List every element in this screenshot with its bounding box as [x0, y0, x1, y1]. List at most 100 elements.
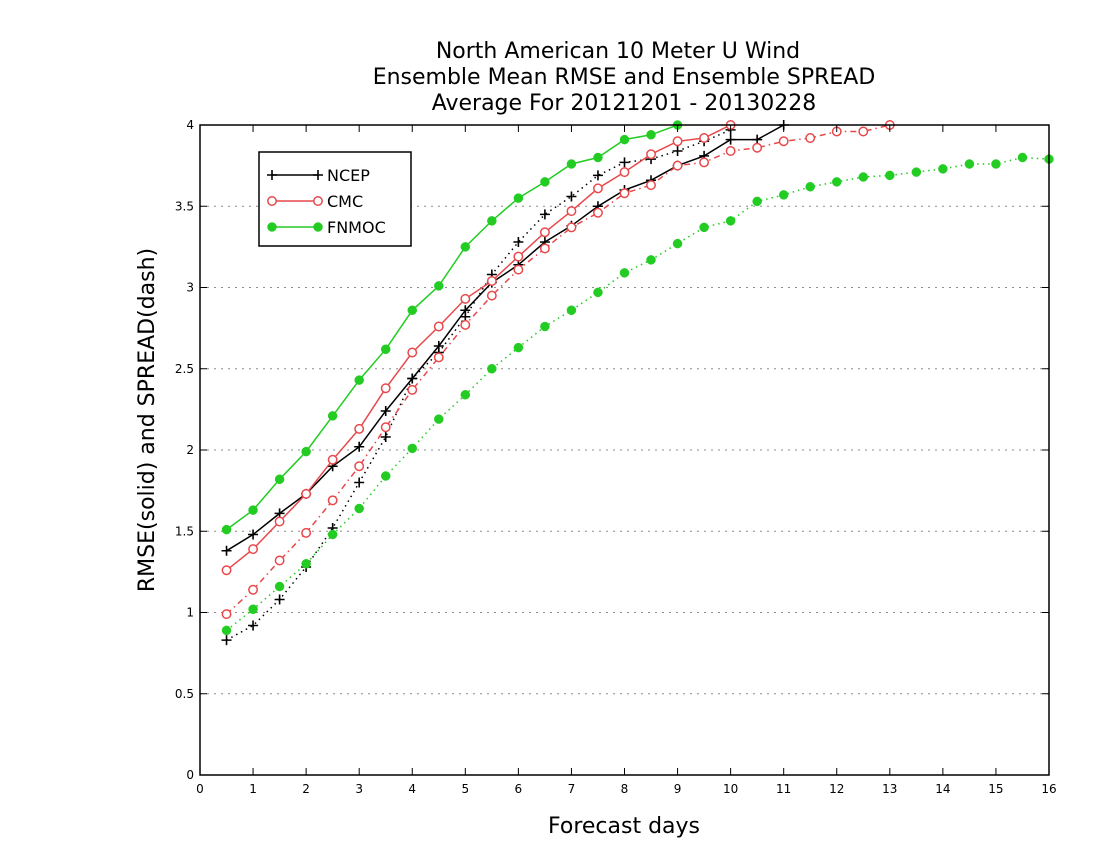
data-point-fnmoc-rmse	[380, 344, 391, 354]
data-point-cmc-spread	[460, 319, 471, 330]
data-point-ncep-spread	[566, 191, 577, 202]
data-point-cmc-spread	[354, 461, 365, 472]
data-point-cmc-spread	[619, 188, 630, 199]
y-tick-label: 3.5	[175, 199, 194, 213]
data-point-ncep-spread	[672, 146, 683, 156]
data-point-fnmoc-spread	[1017, 152, 1028, 163]
data-point-fnmoc-spread	[699, 222, 709, 233]
data-point-fnmoc-rmse	[327, 411, 338, 421]
x-tick-label: 2	[302, 782, 310, 796]
data-point-cmc-spread	[752, 142, 763, 153]
data-point-ncep-spread	[380, 432, 391, 442]
data-point-fnmoc-spread	[221, 625, 232, 636]
legend-label: FNMOC	[327, 218, 386, 237]
data-point-cmc-rmse	[699, 133, 710, 143]
legend-marker	[267, 196, 277, 206]
data-point-cmc-rmse	[327, 454, 338, 465]
series-line-fnmoc-rmse	[226, 124, 678, 531]
x-tick-label: 7	[568, 782, 576, 796]
y-tick-label: 0	[186, 768, 194, 782]
data-point-ncep-spread	[619, 157, 630, 168]
data-point-fnmoc-spread	[566, 305, 577, 315]
data-point-cmc-rmse	[619, 167, 630, 178]
y-tick-label: 1.5	[175, 524, 194, 538]
data-point-fnmoc-spread	[301, 559, 311, 569]
data-point-cmc-spread	[380, 422, 391, 433]
plot-frame	[199, 124, 1050, 776]
y-axis: 0 0.5 1 1.5 2 2.5 3 3.5 4	[175, 118, 1049, 782]
legend-label: CMC	[327, 192, 363, 211]
data-point-fnmoc-rmse	[407, 305, 417, 315]
data-point-fnmoc-spread	[274, 581, 285, 592]
legend-box	[258, 151, 412, 247]
title-line-3: Average For 20121201 - 20130228	[432, 91, 817, 116]
y-tick-label: 2	[186, 443, 194, 457]
data-point-fnmoc-rmse	[354, 375, 364, 385]
x-tick-label: 0	[196, 782, 204, 796]
y-tick-label: 4	[186, 118, 194, 132]
x-tick-label: 9	[674, 782, 682, 796]
legend-item-ncep: NCEP	[267, 166, 370, 185]
data-point-fnmoc-spread	[434, 414, 444, 424]
y-tick-label: 1	[186, 606, 194, 620]
x-tick-label: 6	[515, 782, 523, 796]
legend-marker	[267, 170, 277, 180]
data-point-fnmoc-spread	[805, 182, 815, 192]
series-layer	[221, 120, 1054, 646]
legend-item-cmc: CMC	[267, 192, 363, 211]
x-tick-label: 5	[461, 782, 469, 796]
data-point-ncep-spread	[407, 373, 418, 384]
data-point-ncep-spread	[539, 209, 550, 220]
data-point-cmc-rmse	[221, 565, 232, 576]
data-point-cmc-rmse	[566, 206, 577, 217]
data-point-fnmoc-rmse	[460, 242, 471, 252]
x-tick-label: 10	[723, 782, 738, 796]
data-point-cmc-spread	[327, 495, 338, 506]
data-point-cmc-spread	[513, 264, 524, 275]
legend-marker	[313, 196, 323, 206]
title-line-2: Ensemble Mean RMSE and Ensemble SPREAD	[373, 65, 876, 90]
data-point-ncep-spread	[221, 635, 232, 646]
data-point-fnmoc-rmse	[593, 152, 603, 163]
data-point-fnmoc-spread	[487, 364, 497, 374]
data-point-fnmoc-spread	[513, 342, 524, 353]
x-tick-label: 11	[776, 782, 791, 796]
data-point-ncep-rmse	[248, 529, 259, 540]
data-point-fnmoc-spread	[646, 255, 656, 265]
data-point-cmc-rmse	[407, 347, 418, 358]
data-point-fnmoc-spread	[991, 159, 1001, 169]
series-fnmoc-rmse	[221, 120, 683, 535]
legend-marker	[267, 222, 277, 232]
data-point-fnmoc-spread	[619, 268, 630, 278]
data-point-cmc-rmse	[539, 227, 550, 238]
x-tick-label: 4	[408, 782, 416, 796]
data-point-fnmoc-spread	[725, 216, 736, 226]
legend-item-fnmoc: FNMOC	[267, 218, 386, 237]
data-point-cmc-rmse	[460, 293, 471, 304]
data-point-fnmoc-rmse	[513, 193, 524, 203]
data-point-ncep-spread	[354, 477, 365, 488]
title-line-1: North American 10 Meter U Wind	[436, 39, 800, 64]
data-point-fnmoc-rmse	[221, 524, 232, 535]
x-tick-label: 16	[1041, 782, 1056, 796]
data-point-cmc-rmse	[380, 383, 391, 394]
series-line-cmc-rmse	[226, 124, 731, 571]
data-point-fnmoc-spread	[327, 529, 338, 540]
data-point-fnmoc-spread	[832, 177, 842, 187]
y-tick-label: 3	[186, 281, 194, 295]
data-point-fnmoc-spread	[964, 159, 975, 169]
data-point-ncep-spread	[592, 170, 603, 181]
legend-marker	[313, 222, 323, 232]
data-point-ncep-spread	[274, 594, 285, 605]
data-point-ncep-spread	[248, 620, 259, 631]
legend-marker	[313, 170, 323, 180]
data-point-fnmoc-spread	[911, 167, 922, 177]
data-point-cmc-spread	[646, 180, 656, 191]
data-point-cmc-spread	[672, 160, 683, 171]
data-point-fnmoc-rmse	[487, 216, 497, 226]
data-point-cmc-rmse	[672, 136, 683, 147]
x-tick-label: 12	[829, 782, 844, 796]
data-point-fnmoc-rmse	[540, 177, 550, 187]
data-point-cmc-rmse	[593, 183, 603, 194]
data-point-cmc-spread	[221, 609, 232, 620]
